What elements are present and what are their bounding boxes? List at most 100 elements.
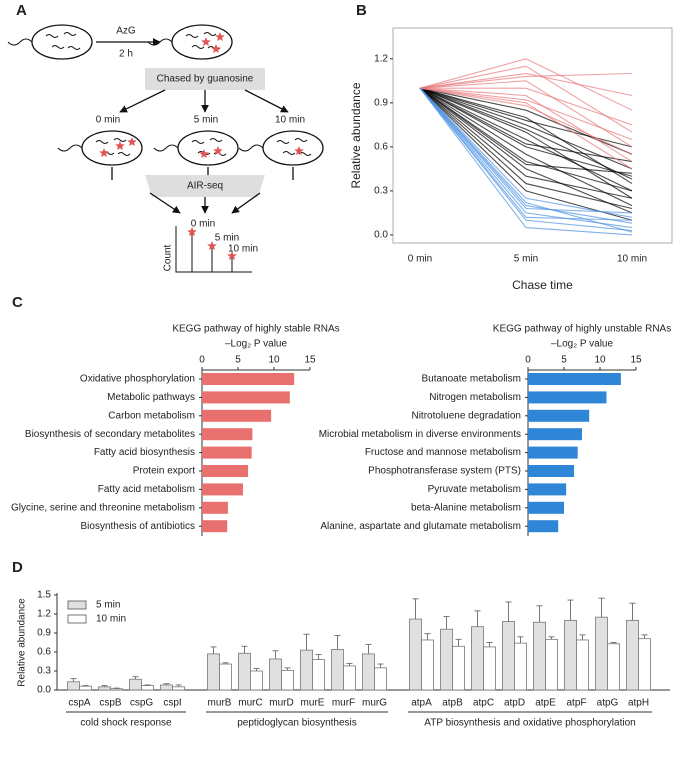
step-label: Chased by guanosine (157, 74, 254, 85)
category-label: Fatty acid metabolism (98, 484, 195, 495)
series-line (419, 87, 633, 141)
bar (452, 645, 465, 691)
category-label: Oxidative phosphorylation (80, 374, 195, 385)
category-label: Phosphotransferase system (PTS) (368, 466, 521, 477)
category-label: Alanine, aspartate and glutamate metabol… (320, 521, 521, 532)
bar (202, 465, 249, 477)
bar (202, 373, 295, 385)
category-label: Pyruvate metabolism (428, 484, 521, 495)
bar (207, 653, 220, 691)
bar (528, 409, 590, 422)
x-tick-label: cspI (163, 698, 181, 709)
y-tick-label: 0.3 (37, 666, 51, 677)
bar (374, 667, 387, 691)
series-line (419, 58, 633, 111)
x-tick-label: cspA (68, 698, 91, 709)
category-label: Nitrotoluene degradation (411, 410, 521, 421)
bar (250, 670, 263, 691)
bar (409, 618, 422, 691)
x-tick-label: murE (301, 698, 325, 709)
label-star (201, 37, 211, 46)
count-timepoint: 5 min (215, 233, 239, 244)
bar (528, 483, 567, 496)
category-label: Fructose and mannose metabolism (365, 447, 521, 458)
label-star (187, 227, 197, 236)
series-line (419, 87, 633, 177)
bar (545, 638, 558, 691)
group-label: cold shock response (80, 718, 172, 729)
label-star (211, 44, 221, 53)
series-line (419, 87, 633, 214)
legend-swatch (67, 614, 87, 624)
panel-label: D (12, 559, 23, 576)
series-line (419, 87, 633, 232)
bar (202, 501, 228, 514)
flagellum (147, 38, 173, 46)
bar (79, 685, 92, 691)
series-line (419, 87, 633, 155)
x-tick-label: atpF (566, 698, 586, 709)
bar (110, 688, 123, 691)
rna (282, 151, 296, 155)
rna (117, 152, 131, 156)
bar (528, 501, 564, 514)
series-line (419, 65, 633, 133)
category-label: Protein export (133, 466, 195, 477)
x-tick-label: atpH (628, 698, 649, 709)
rna (67, 46, 81, 50)
series-line (419, 87, 633, 192)
x-tick-label: 10 min (617, 254, 647, 265)
label-star (215, 32, 225, 41)
bar (607, 643, 620, 691)
bar (528, 465, 575, 477)
x-tick-label: 10 (594, 355, 606, 366)
count-timepoint: 0 min (191, 219, 215, 230)
bar (626, 619, 639, 691)
label-star (294, 146, 304, 155)
rna (276, 140, 290, 144)
bar (483, 646, 496, 691)
bar (528, 520, 559, 533)
x-tick-label: 5 min (514, 254, 538, 265)
label-star (115, 141, 125, 150)
flagellum (7, 38, 33, 46)
group-label: ATP biosynthesis and oxidative phosphory… (424, 718, 635, 729)
bar (202, 446, 252, 459)
bar (300, 649, 313, 691)
duration-label: 2 h (119, 49, 133, 60)
legend-label: 10 min (96, 614, 126, 625)
label-star (207, 241, 217, 250)
series-line (419, 87, 633, 199)
x-tick-label: murD (269, 698, 293, 709)
bar (533, 621, 546, 691)
x-tick-label: 5 (235, 355, 241, 366)
bar (98, 686, 111, 691)
group-label: peptidoglycan biosynthesis (237, 718, 357, 729)
bar (595, 616, 608, 691)
rna (294, 138, 308, 142)
bar (281, 669, 294, 691)
bar (219, 663, 232, 691)
series-line (419, 87, 633, 229)
treatment-label: AzG (116, 26, 136, 37)
x-axis-label: –Log₂ P value (225, 339, 288, 350)
y-tick-label: 1.5 (37, 590, 51, 601)
cell (262, 130, 324, 166)
arrow (244, 89, 289, 113)
chart-title: KEGG pathway of highly stable RNAs (172, 324, 339, 335)
panel-label: B (356, 2, 367, 19)
series-line (419, 87, 633, 199)
chart-title: KEGG pathway of highly unstable RNAs (493, 324, 671, 335)
series-line (419, 87, 633, 170)
category-label: Nitrogen metabolism (429, 392, 521, 403)
category-label: Microbial metabolism in diverse environm… (319, 429, 521, 440)
y-tick-label: 0.0 (37, 685, 51, 696)
category-label: Metabolic pathways (107, 392, 195, 403)
label-star (99, 148, 109, 157)
x-tick-label: 15 (630, 355, 642, 366)
category-label: Fatty acid biosynthesis (94, 447, 195, 458)
step-box (145, 175, 265, 197)
x-tick-label: 15 (304, 355, 316, 366)
x-tick-label: murF (332, 698, 355, 709)
x-tick-label: 5 (561, 355, 567, 366)
